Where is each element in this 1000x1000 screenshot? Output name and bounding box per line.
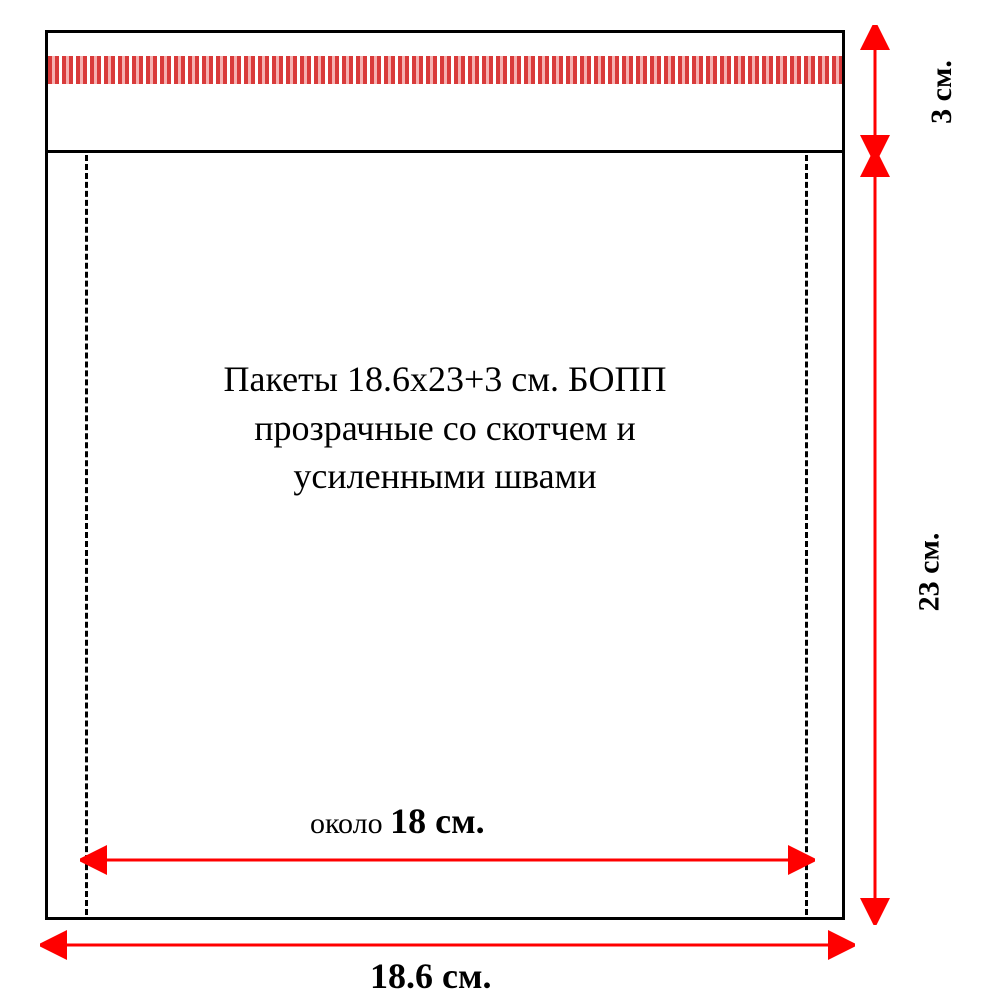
dim-label-flap: 3 см. xyxy=(925,60,959,124)
inner-width-value: 18 см. xyxy=(390,801,485,841)
bag-description: Пакеты 18.6х23+3 см. БОПП прозрачные со … xyxy=(100,355,790,501)
dim-label-outer-width: 18.6 см. xyxy=(370,955,492,997)
flap-divider-line xyxy=(48,150,842,153)
inner-width-prefix: около xyxy=(310,807,390,840)
seam-left-dashed xyxy=(85,155,88,915)
adhesive-tape-strip xyxy=(48,56,842,84)
dim-label-height: 23 см. xyxy=(912,533,946,612)
desc-line3: усиленными швами xyxy=(293,456,596,496)
desc-line1: Пакеты 18.6х23+3 см. БОПП xyxy=(224,359,667,399)
diagram-canvas: Пакеты 18.6х23+3 см. БОПП прозрачные со … xyxy=(0,0,1000,1000)
dim-label-inner-width: около 18 см. xyxy=(310,800,485,842)
desc-line2: прозрачные со скотчем и xyxy=(254,408,636,448)
seam-right-dashed xyxy=(805,155,808,915)
dim-arrow-flap xyxy=(855,25,895,160)
dim-arrow-height xyxy=(855,150,895,925)
